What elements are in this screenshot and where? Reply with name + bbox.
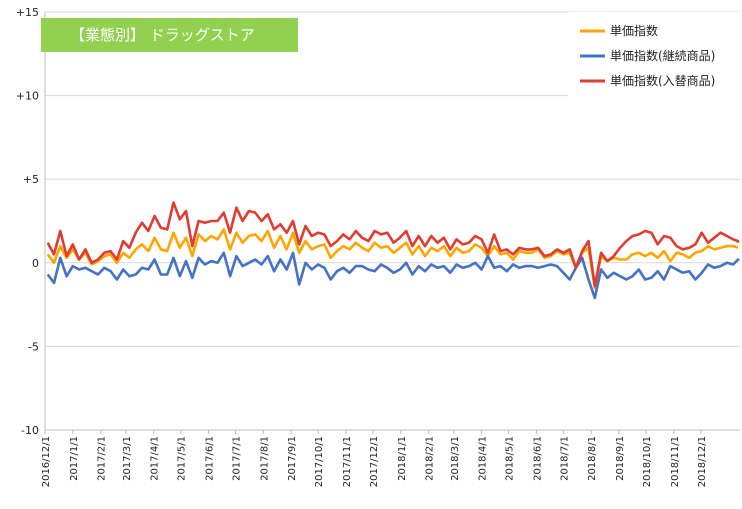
x-tick-label: 2017/4/1 xyxy=(150,436,161,481)
x-tick-label: 2017/3/1 xyxy=(122,436,133,481)
x-tick-label: 2018/11/1 xyxy=(670,436,681,487)
x-tick-label: 2018/1/1 xyxy=(397,436,408,481)
x-tick-label: 2017/2/1 xyxy=(97,436,108,481)
chart-title-background xyxy=(41,18,298,52)
series-line-1 xyxy=(46,228,739,290)
x-tick-label: 2017/12/1 xyxy=(369,436,380,487)
x-tick-label: 2017/9/1 xyxy=(287,436,298,481)
chart-title: 【業態別】 ドラッグストア xyxy=(70,26,255,44)
x-tick-label: 2018/5/1 xyxy=(505,436,516,481)
x-tick-label: 2017/1/1 xyxy=(69,436,80,481)
x-tick-label: 2016/12/1 xyxy=(41,436,52,487)
x-tick-label: 2017/11/1 xyxy=(342,436,353,487)
chart-title-box: 【業態別】 ドラッグストア xyxy=(41,18,298,52)
x-tick-label: 2017/8/1 xyxy=(259,436,270,481)
y-tick-label: -10 xyxy=(21,424,39,437)
axes xyxy=(44,12,740,431)
series-line-3 xyxy=(46,201,740,288)
x-tick-label: 2018/9/1 xyxy=(615,436,626,481)
y-tick-label: +10 xyxy=(16,90,39,103)
series-line-2 xyxy=(46,251,740,300)
x-tick-label: 2018/12/1 xyxy=(697,436,708,487)
y-axis-ticks: +15 +10 +5 0 -5 -10 xyxy=(16,6,39,437)
x-tick-label: 2018/10/1 xyxy=(642,436,653,487)
y-tick-label: 0 xyxy=(32,257,39,270)
y-tick-label: +5 xyxy=(23,173,39,186)
x-tick-label: 2018/6/1 xyxy=(532,436,543,481)
x-tick-label: 2018/3/1 xyxy=(450,436,461,481)
x-tick-label: 2017/7/1 xyxy=(231,436,242,481)
y-tick-label: -5 xyxy=(28,340,39,353)
x-tick-label: 2017/10/1 xyxy=(314,436,325,487)
x-tick-label: 2018/4/1 xyxy=(478,436,489,481)
x-tick-label: 2018/8/1 xyxy=(587,436,598,481)
x-tick-label: 2017/5/1 xyxy=(177,436,188,481)
legend-label: 単価指数(継続商品) xyxy=(610,48,715,63)
x-tick-label: 2017/6/1 xyxy=(205,436,216,481)
series-lines xyxy=(46,201,740,300)
legend-label: 単価指数(入替商品) xyxy=(610,73,715,88)
x-tick-label: 2018/2/1 xyxy=(425,436,436,481)
y-tick-label: +15 xyxy=(16,6,39,19)
x-axis-ticks: 2016/12/1 2017/1/1 2017/2/1 2017/3/1 2017/4/… xyxy=(41,430,708,487)
x-tick-label: 2018/7/1 xyxy=(559,436,570,481)
legend-label: 単価指数 xyxy=(610,23,658,38)
